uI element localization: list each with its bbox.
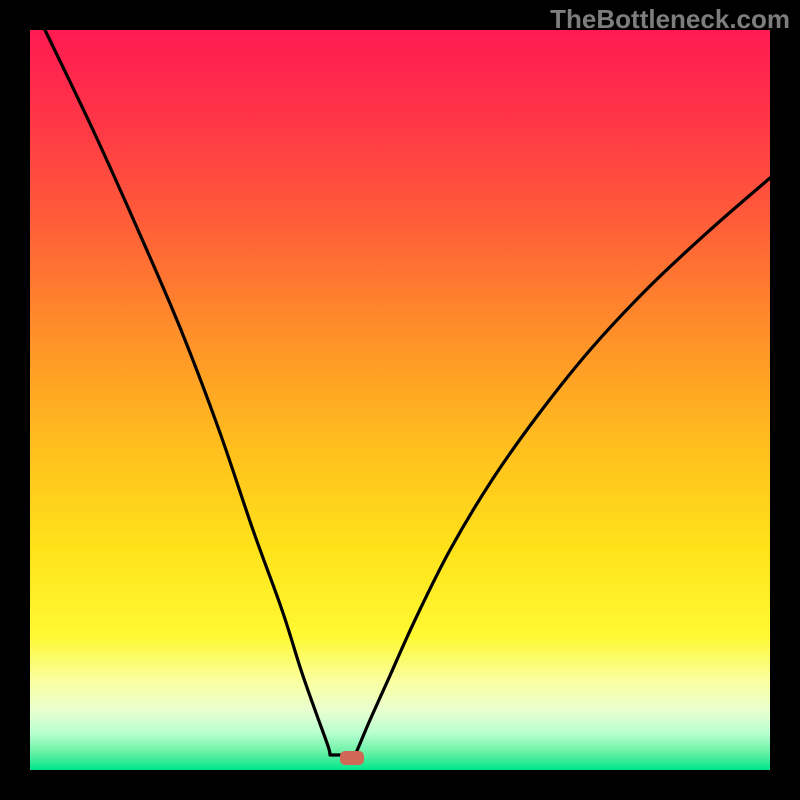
plot-background xyxy=(30,30,770,770)
optimal-marker xyxy=(340,751,364,765)
bottleneck-chart xyxy=(0,0,800,800)
watermark-text: TheBottleneck.com xyxy=(550,4,790,35)
chart-container: TheBottleneck.com xyxy=(0,0,800,800)
